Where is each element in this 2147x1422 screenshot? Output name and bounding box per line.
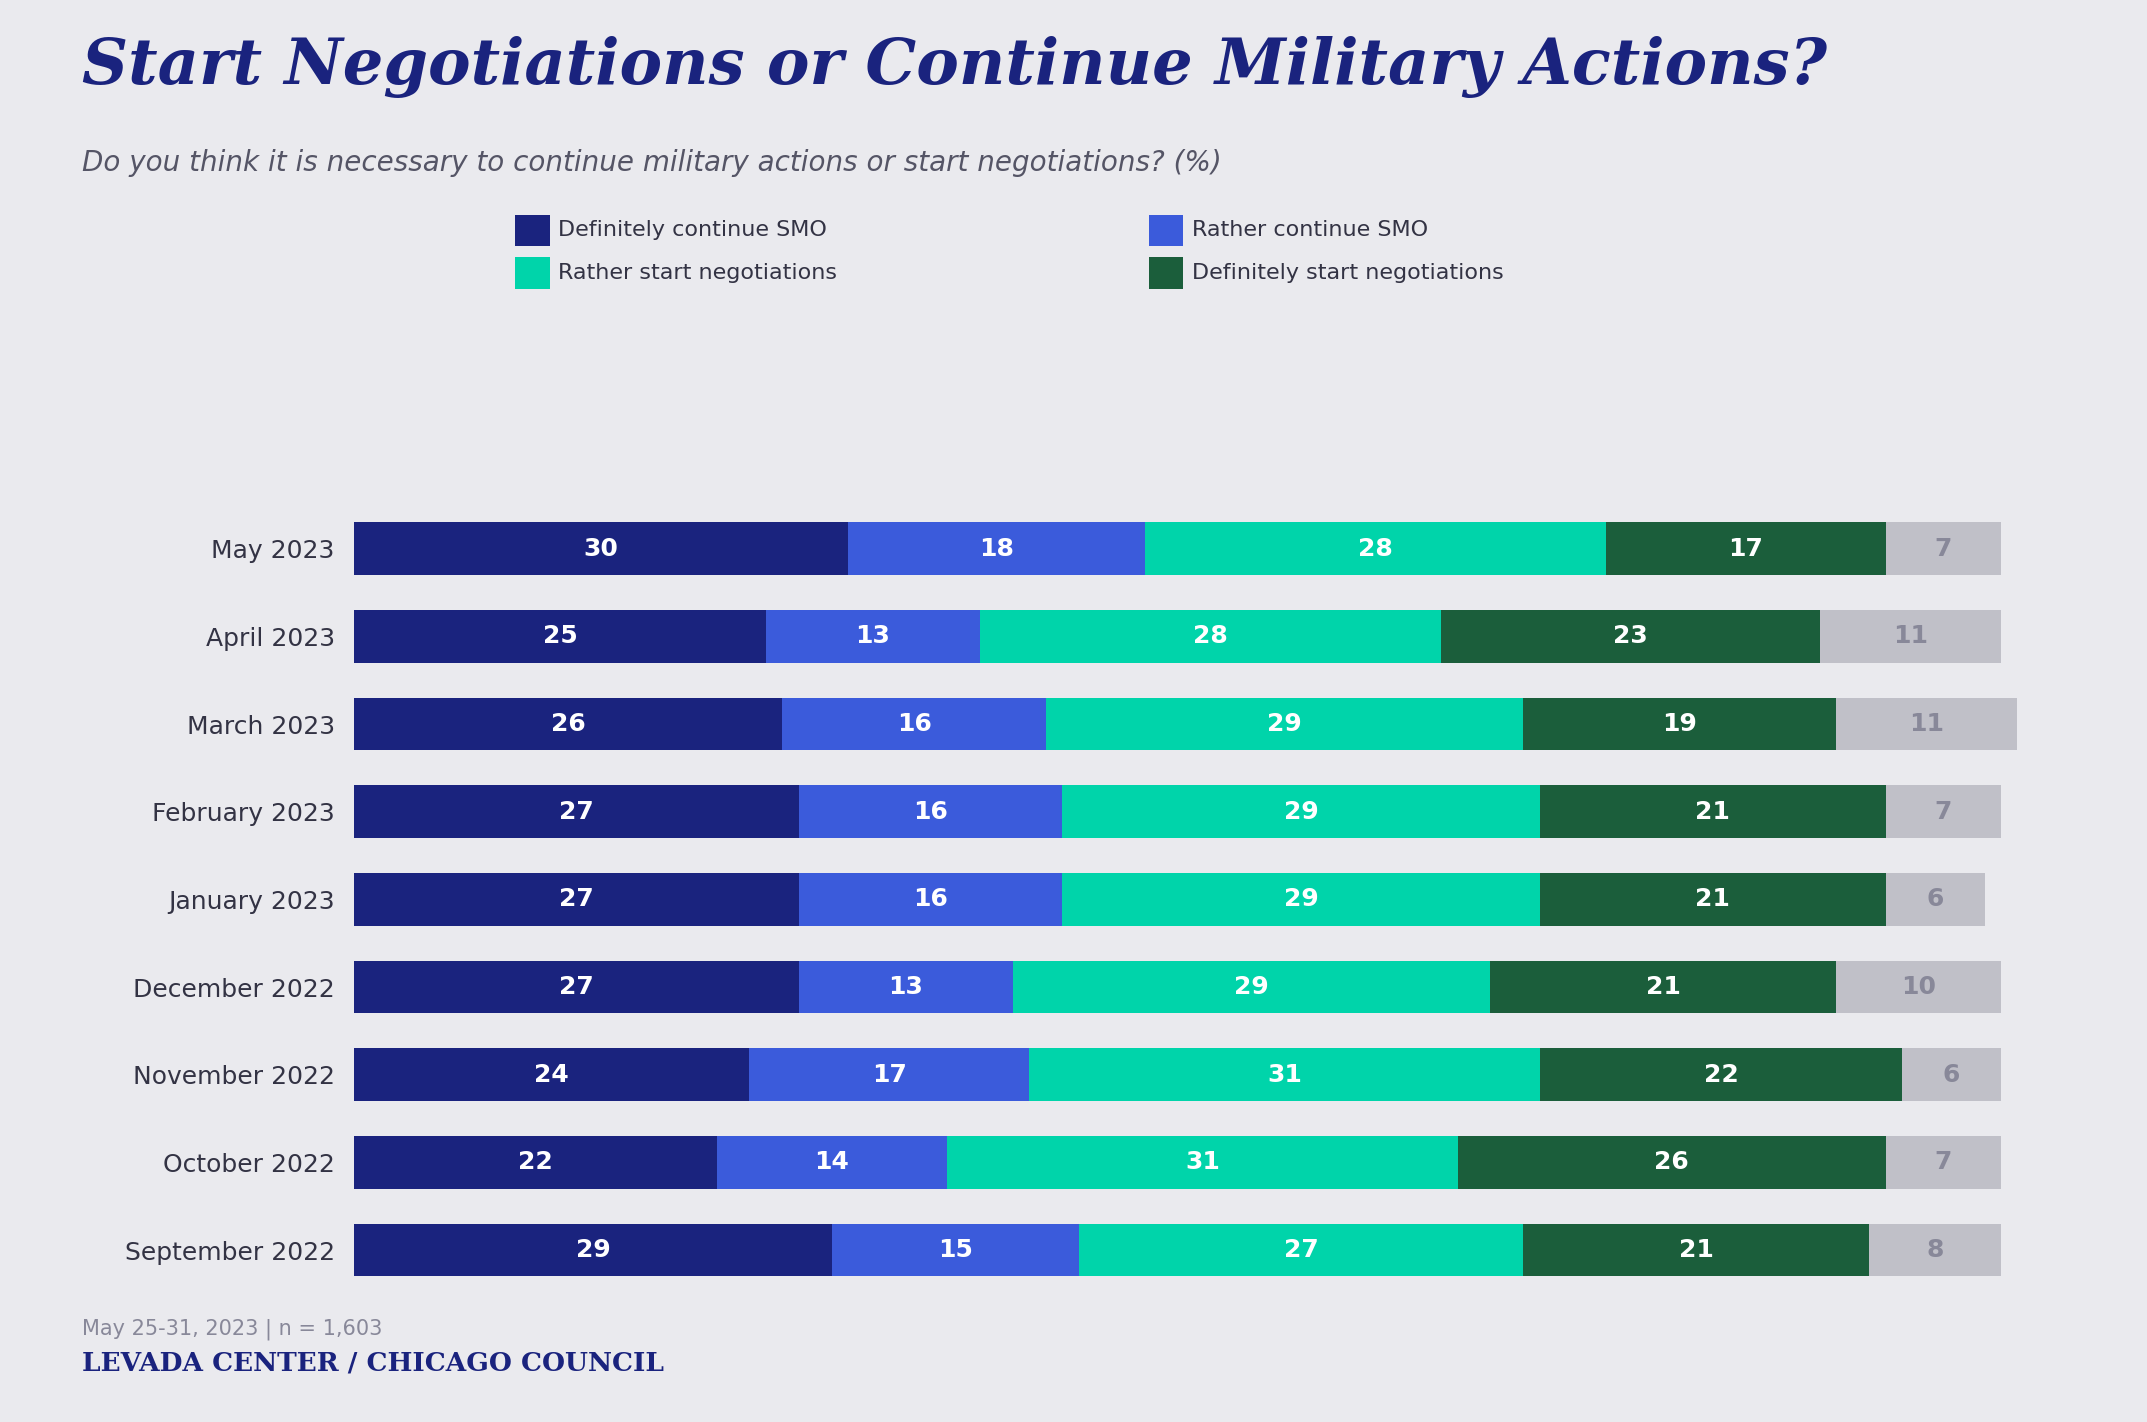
Bar bbox=[354, 961, 799, 1014]
Bar bbox=[1063, 873, 1539, 926]
Bar bbox=[354, 1048, 749, 1101]
Bar bbox=[799, 873, 1063, 926]
Text: 21: 21 bbox=[1679, 1239, 1713, 1263]
Bar bbox=[1078, 1224, 1524, 1277]
Bar bbox=[1441, 610, 1821, 663]
Text: Start Negotiations or Continue Military Actions?: Start Negotiations or Continue Military … bbox=[82, 36, 1827, 98]
Text: 15: 15 bbox=[938, 1239, 973, 1263]
Bar bbox=[1524, 1224, 1870, 1277]
Bar bbox=[1885, 522, 2001, 574]
Bar bbox=[1539, 785, 1885, 838]
Bar bbox=[1524, 698, 1836, 751]
Bar bbox=[1885, 873, 1984, 926]
Bar bbox=[354, 698, 782, 751]
Text: 31: 31 bbox=[1267, 1062, 1301, 1086]
Bar bbox=[354, 785, 799, 838]
Text: 21: 21 bbox=[1696, 799, 1730, 823]
Text: 7: 7 bbox=[1934, 799, 1952, 823]
Bar bbox=[1885, 1136, 2001, 1189]
Bar bbox=[1458, 1136, 1885, 1189]
Text: Definitely start negotiations: Definitely start negotiations bbox=[1192, 263, 1503, 283]
Text: 28: 28 bbox=[1194, 624, 1228, 648]
Bar bbox=[1028, 1048, 1539, 1101]
Bar bbox=[782, 698, 1046, 751]
Text: 6: 6 bbox=[1943, 1062, 1960, 1086]
Text: 11: 11 bbox=[1909, 712, 1945, 737]
Bar bbox=[1013, 961, 1490, 1014]
Text: 27: 27 bbox=[558, 887, 595, 912]
Bar bbox=[1539, 1048, 1902, 1101]
Text: 29: 29 bbox=[575, 1239, 610, 1263]
Text: 18: 18 bbox=[979, 536, 1013, 560]
Bar bbox=[1144, 522, 1606, 574]
Text: 19: 19 bbox=[1662, 712, 1698, 737]
Text: 13: 13 bbox=[855, 624, 891, 648]
Text: 24: 24 bbox=[535, 1062, 569, 1086]
Bar bbox=[799, 785, 1063, 838]
Text: 29: 29 bbox=[1235, 975, 1269, 1000]
Bar bbox=[1885, 785, 2001, 838]
Bar bbox=[354, 1224, 831, 1277]
Text: 17: 17 bbox=[872, 1062, 906, 1086]
Text: 27: 27 bbox=[558, 975, 595, 1000]
Bar bbox=[799, 961, 1013, 1014]
Text: 28: 28 bbox=[1357, 536, 1393, 560]
Bar bbox=[1046, 698, 1524, 751]
Text: Rather start negotiations: Rather start negotiations bbox=[558, 263, 837, 283]
Bar bbox=[848, 522, 1144, 574]
Text: 7: 7 bbox=[1934, 1150, 1952, 1175]
Bar bbox=[1539, 873, 1885, 926]
Bar bbox=[979, 610, 1441, 663]
Bar bbox=[1870, 1224, 2001, 1277]
Bar bbox=[1836, 698, 2018, 751]
Text: 21: 21 bbox=[1696, 887, 1730, 912]
Text: 16: 16 bbox=[897, 712, 932, 737]
Text: 22: 22 bbox=[1705, 1062, 1739, 1086]
Text: 10: 10 bbox=[1900, 975, 1937, 1000]
Bar bbox=[354, 873, 799, 926]
Text: 17: 17 bbox=[1728, 536, 1763, 560]
Text: 8: 8 bbox=[1926, 1239, 1943, 1263]
Text: 6: 6 bbox=[1926, 887, 1943, 912]
Bar bbox=[354, 522, 848, 574]
Text: 31: 31 bbox=[1185, 1150, 1219, 1175]
Bar bbox=[717, 1136, 947, 1189]
Text: 21: 21 bbox=[1647, 975, 1681, 1000]
Text: 11: 11 bbox=[1894, 624, 1928, 648]
Text: Do you think it is necessary to continue military actions or start negotiations?: Do you think it is necessary to continue… bbox=[82, 149, 1222, 178]
Bar bbox=[354, 610, 766, 663]
Text: 7: 7 bbox=[1934, 536, 1952, 560]
Bar bbox=[354, 1136, 717, 1189]
Text: 25: 25 bbox=[543, 624, 578, 648]
Bar bbox=[831, 1224, 1078, 1277]
Bar bbox=[1821, 610, 2001, 663]
Text: LEVADA CENTER / CHICAGO COUNCIL: LEVADA CENTER / CHICAGO COUNCIL bbox=[82, 1351, 663, 1376]
Text: 29: 29 bbox=[1284, 887, 1318, 912]
Bar bbox=[749, 1048, 1028, 1101]
Text: Definitely continue SMO: Definitely continue SMO bbox=[558, 220, 827, 240]
Text: 30: 30 bbox=[584, 536, 618, 560]
Text: 23: 23 bbox=[1612, 624, 1649, 648]
Text: 27: 27 bbox=[1284, 1239, 1318, 1263]
Bar bbox=[766, 610, 979, 663]
Bar bbox=[1902, 1048, 2001, 1101]
Text: 13: 13 bbox=[889, 975, 923, 1000]
Text: 29: 29 bbox=[1284, 799, 1318, 823]
Text: May 25-31, 2023 | n = 1,603: May 25-31, 2023 | n = 1,603 bbox=[82, 1318, 382, 1340]
Text: 29: 29 bbox=[1267, 712, 1301, 737]
Text: 14: 14 bbox=[814, 1150, 850, 1175]
Bar bbox=[1490, 961, 1836, 1014]
Text: 26: 26 bbox=[1653, 1150, 1690, 1175]
Bar bbox=[1606, 522, 1885, 574]
Text: 26: 26 bbox=[552, 712, 586, 737]
Text: 22: 22 bbox=[517, 1150, 552, 1175]
Text: Rather continue SMO: Rather continue SMO bbox=[1192, 220, 1428, 240]
Bar bbox=[1836, 961, 2001, 1014]
Text: 16: 16 bbox=[912, 799, 949, 823]
Bar bbox=[947, 1136, 1458, 1189]
Text: 27: 27 bbox=[558, 799, 595, 823]
Text: 16: 16 bbox=[912, 887, 949, 912]
Bar bbox=[1063, 785, 1539, 838]
